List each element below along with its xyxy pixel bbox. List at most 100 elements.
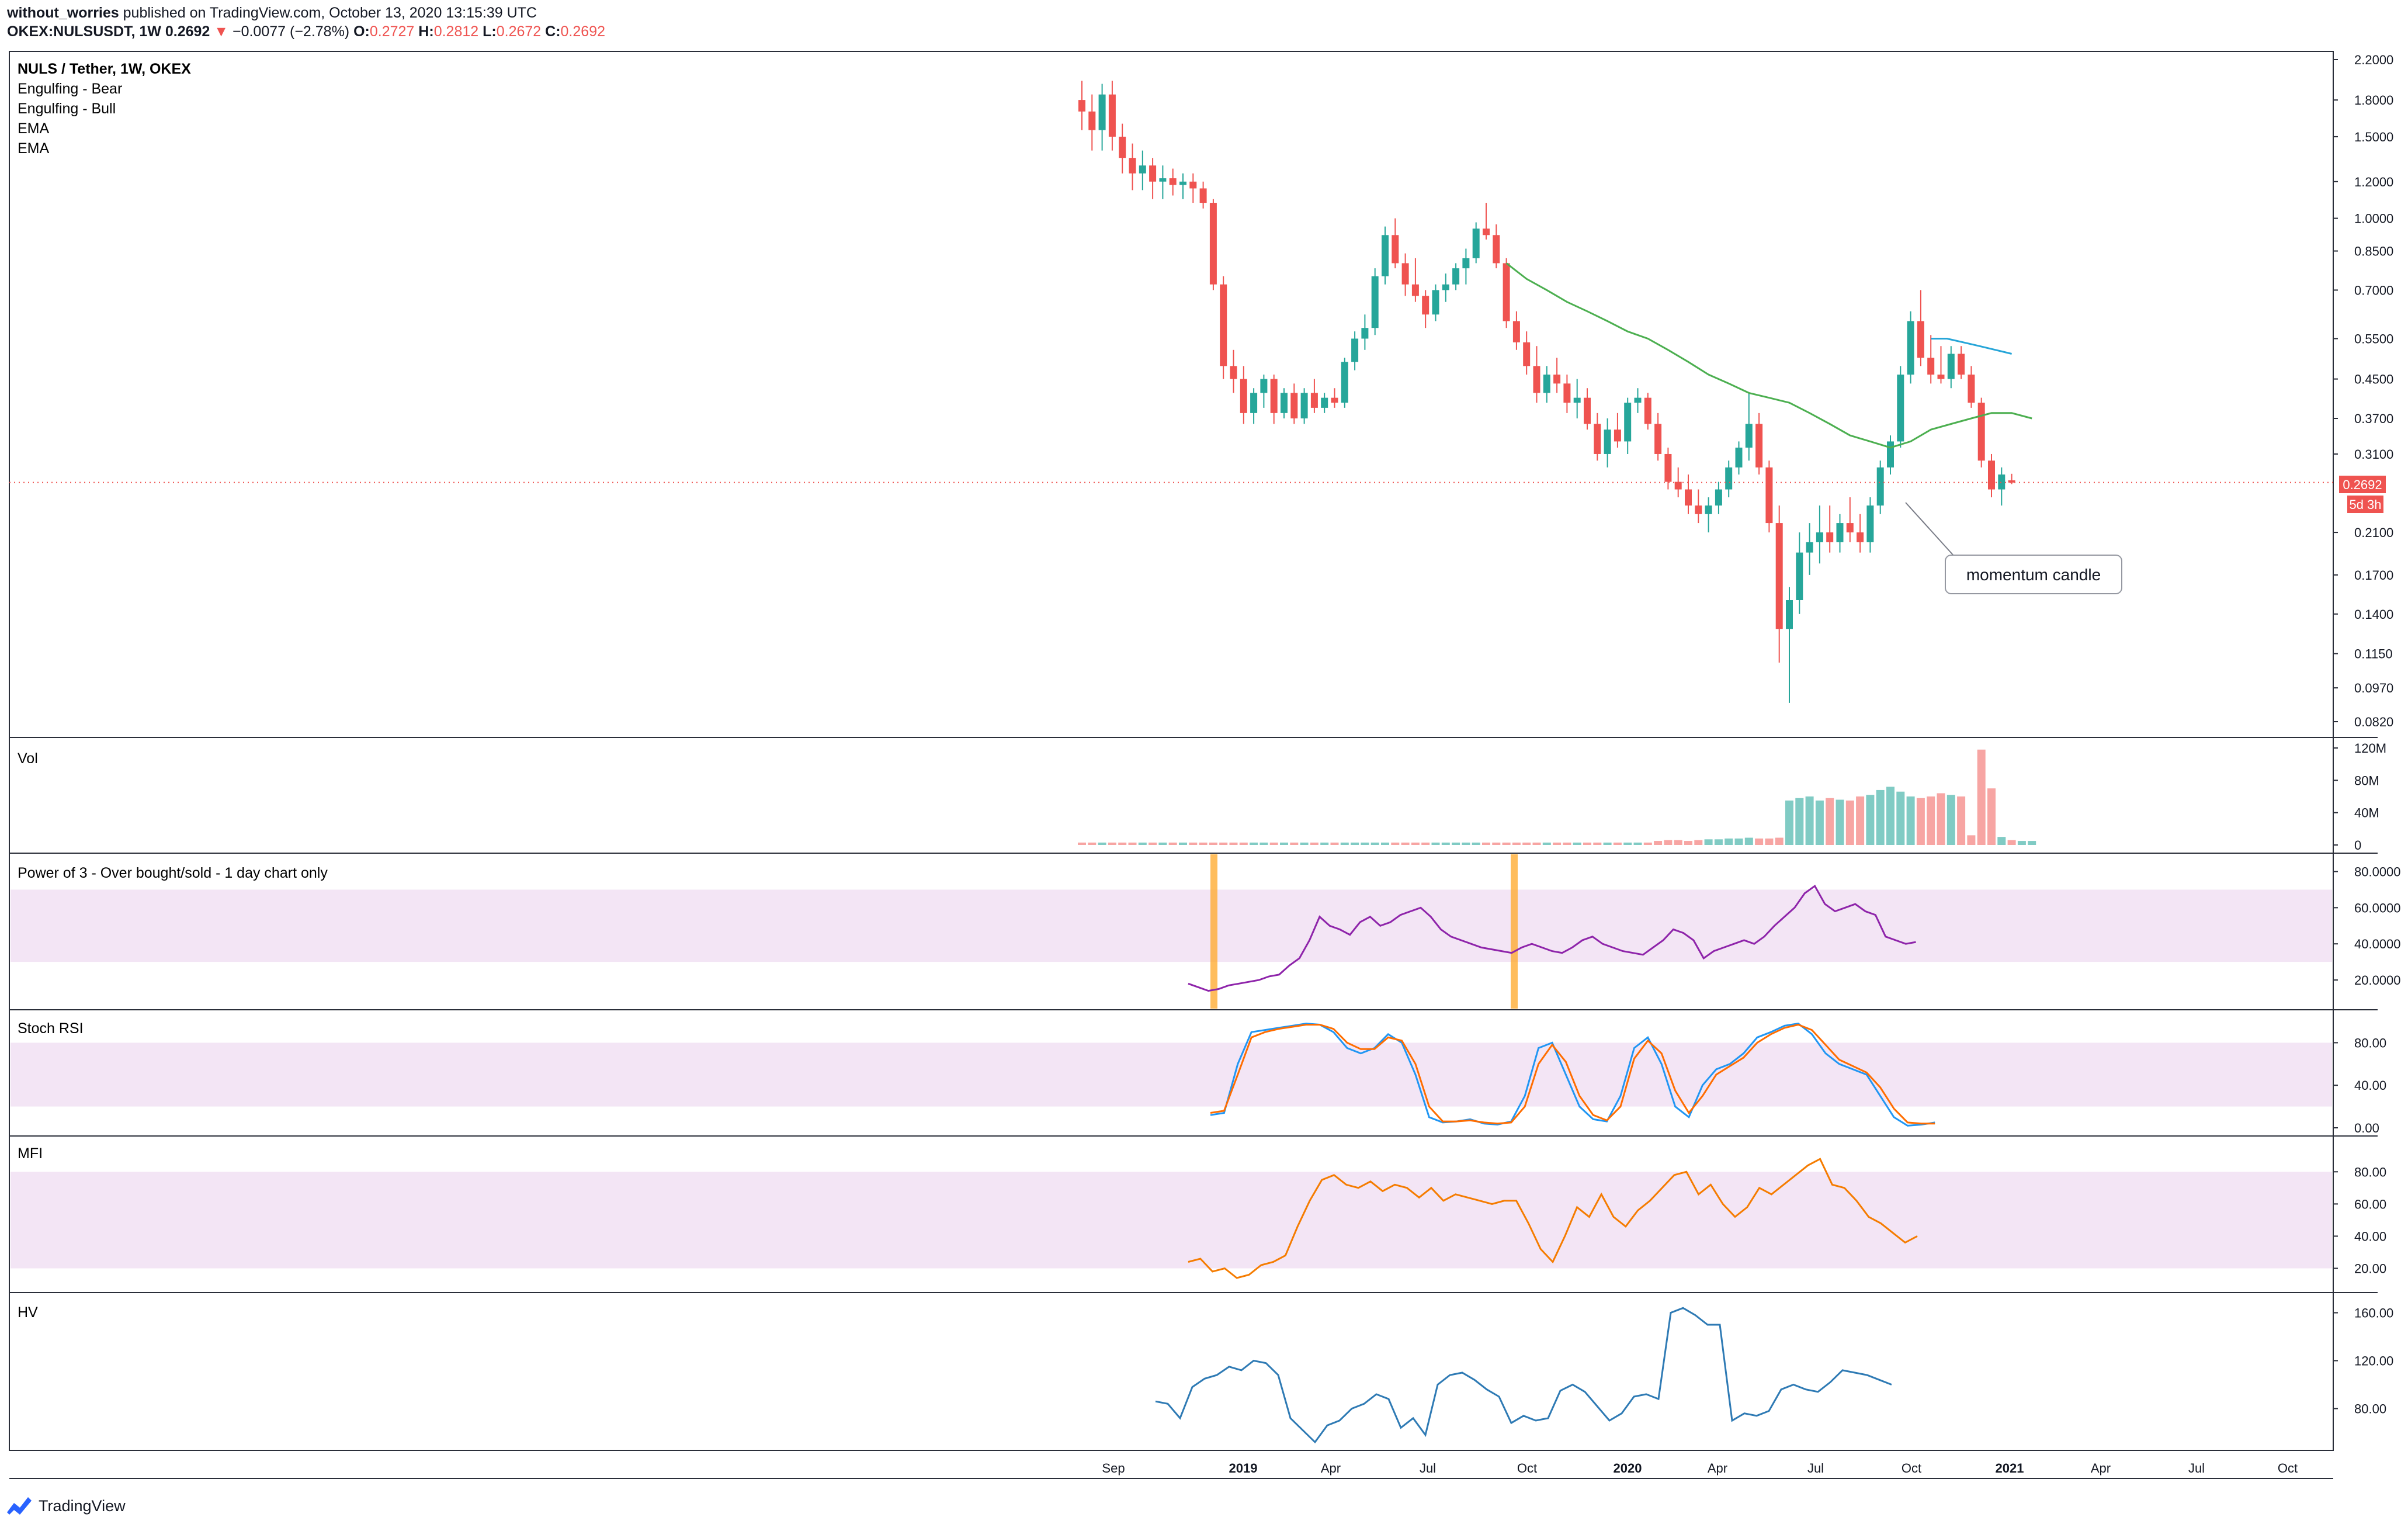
volume-bar bbox=[1785, 800, 1793, 845]
candle-body bbox=[1897, 375, 1904, 442]
candle-body bbox=[1401, 263, 1409, 285]
power3-pane-title[interactable]: Power of 3 - Over bought/sold - 1 day ch… bbox=[18, 865, 328, 881]
countdown-tag bbox=[2347, 496, 2383, 513]
countdown-tag-text: 5d 3h bbox=[2349, 497, 2381, 512]
candle-body bbox=[1796, 552, 1803, 600]
volume-bar bbox=[1340, 842, 1349, 845]
down-arrow-icon: ▼ bbox=[214, 23, 229, 40]
candle-body bbox=[1341, 362, 1348, 403]
author-name[interactable]: without_worries bbox=[7, 5, 119, 21]
volume-bar bbox=[1765, 838, 1774, 845]
legend-ema-1[interactable]: EMA bbox=[18, 120, 50, 137]
candle-up bbox=[1634, 388, 1642, 413]
candle-body bbox=[1452, 268, 1460, 285]
price-tick-label: 2.2000 bbox=[2354, 53, 2393, 67]
mfi-pane[interactable] bbox=[1188, 1158, 1918, 1279]
volume-bar bbox=[1957, 796, 1966, 845]
candle-down bbox=[1594, 413, 1601, 461]
candle-down bbox=[1189, 173, 1197, 203]
candle-body bbox=[1887, 441, 1894, 467]
volume-bar bbox=[1259, 842, 1268, 845]
mfi-tick-label: 40.00 bbox=[2354, 1229, 2386, 1244]
candle-up bbox=[1998, 467, 2005, 506]
legend-engulfing-bull[interactable]: Engulfing - Bull bbox=[18, 101, 116, 117]
close-label: C: bbox=[545, 23, 561, 40]
volume-bar bbox=[1633, 842, 1642, 845]
candle-down bbox=[1614, 413, 1621, 448]
candle-body bbox=[1512, 321, 1520, 342]
candle-body bbox=[1573, 397, 1581, 403]
mfi-tick-label: 60.00 bbox=[2354, 1197, 2386, 1211]
stoch-pane-title[interactable]: Stoch RSI bbox=[18, 1020, 84, 1037]
candle-body bbox=[1179, 181, 1186, 185]
candle-down bbox=[1119, 123, 1126, 174]
volume-bar bbox=[1542, 842, 1551, 845]
candle-body bbox=[1351, 338, 1359, 362]
stoch-tick-label: 40.00 bbox=[2354, 1078, 2386, 1093]
stoch-rsi-pane[interactable] bbox=[1210, 1023, 1935, 1127]
power3-tick-label: 40.0000 bbox=[2354, 937, 2401, 951]
price-pane[interactable] bbox=[1078, 81, 2032, 703]
candle-body bbox=[1806, 542, 1813, 553]
candle-body bbox=[1483, 228, 1490, 235]
candle-down bbox=[1968, 366, 1975, 408]
time-tick-label: Apr bbox=[1321, 1461, 1341, 1475]
volume-bar bbox=[1219, 842, 1228, 845]
candle-down bbox=[1290, 383, 1298, 424]
hv-tick-label: 120.00 bbox=[2354, 1354, 2393, 1369]
candle-body bbox=[1553, 375, 1561, 384]
candle-body bbox=[1310, 393, 1318, 408]
candle-body bbox=[1361, 328, 1369, 339]
candle-body bbox=[1988, 460, 1995, 490]
volume-bar bbox=[1421, 842, 1430, 845]
volume-bar bbox=[1937, 793, 1945, 845]
candle-up bbox=[1321, 393, 1328, 413]
candle-body bbox=[1472, 228, 1480, 258]
candle-body bbox=[1927, 358, 1935, 375]
candle-body bbox=[1866, 505, 1874, 542]
candle-down bbox=[1857, 514, 1864, 553]
volume-pane[interactable] bbox=[1078, 749, 2036, 845]
candle-up bbox=[1735, 441, 1743, 475]
volume-bar bbox=[1168, 842, 1177, 845]
volume-bar bbox=[1381, 842, 1389, 845]
legend-ema-2[interactable]: EMA bbox=[18, 140, 50, 157]
time-tick-label: Apr bbox=[1708, 1461, 1727, 1475]
candle-body bbox=[1644, 397, 1651, 424]
candle-down bbox=[1331, 388, 1338, 408]
candle-body bbox=[1857, 532, 1864, 542]
price-tick-label: 0.2100 bbox=[2354, 525, 2393, 540]
candle-body bbox=[1462, 258, 1470, 269]
vol-tick-label: 80M bbox=[2354, 773, 2379, 788]
candle-down bbox=[1826, 505, 1834, 553]
candle-body bbox=[1917, 321, 1924, 358]
volume-bar bbox=[1694, 840, 1703, 845]
candle-down bbox=[1563, 375, 1571, 413]
mfi-pane-title[interactable]: MFI bbox=[18, 1145, 43, 1162]
tradingview-footer[interactable]: TradingView bbox=[5, 1494, 238, 1519]
volume-bar bbox=[1209, 842, 1217, 845]
hv-pane[interactable] bbox=[1155, 1307, 1892, 1444]
vol-pane-title[interactable]: Vol bbox=[18, 750, 38, 767]
candle-body bbox=[1826, 532, 1834, 542]
candle-body bbox=[1371, 276, 1379, 328]
volume-bar bbox=[1088, 842, 1097, 845]
stoch-band bbox=[11, 1042, 2332, 1107]
candle-body bbox=[1654, 424, 1662, 454]
low-value: 0.2672 bbox=[496, 23, 542, 40]
momentum-annotation[interactable]: momentum candle bbox=[1905, 502, 2122, 594]
candle-body bbox=[1685, 489, 1692, 506]
candle-up bbox=[1382, 226, 1389, 285]
power3-pane[interactable] bbox=[1188, 885, 1916, 992]
time-tick-label: 2021 bbox=[1996, 1461, 2024, 1475]
volume-bar bbox=[1927, 796, 1935, 845]
volume-bar bbox=[1563, 842, 1571, 845]
candle-up bbox=[1816, 505, 1823, 564]
hv-pane-title[interactable]: HV bbox=[18, 1304, 38, 1321]
volume-bar bbox=[1967, 835, 1976, 845]
volume-bar bbox=[1845, 800, 1854, 845]
legend-engulfing-bear[interactable]: Engulfing - Bear bbox=[18, 81, 122, 97]
candle-body bbox=[1260, 379, 1268, 393]
price-tags: 0.2692 5d 3h bbox=[2339, 476, 2386, 513]
